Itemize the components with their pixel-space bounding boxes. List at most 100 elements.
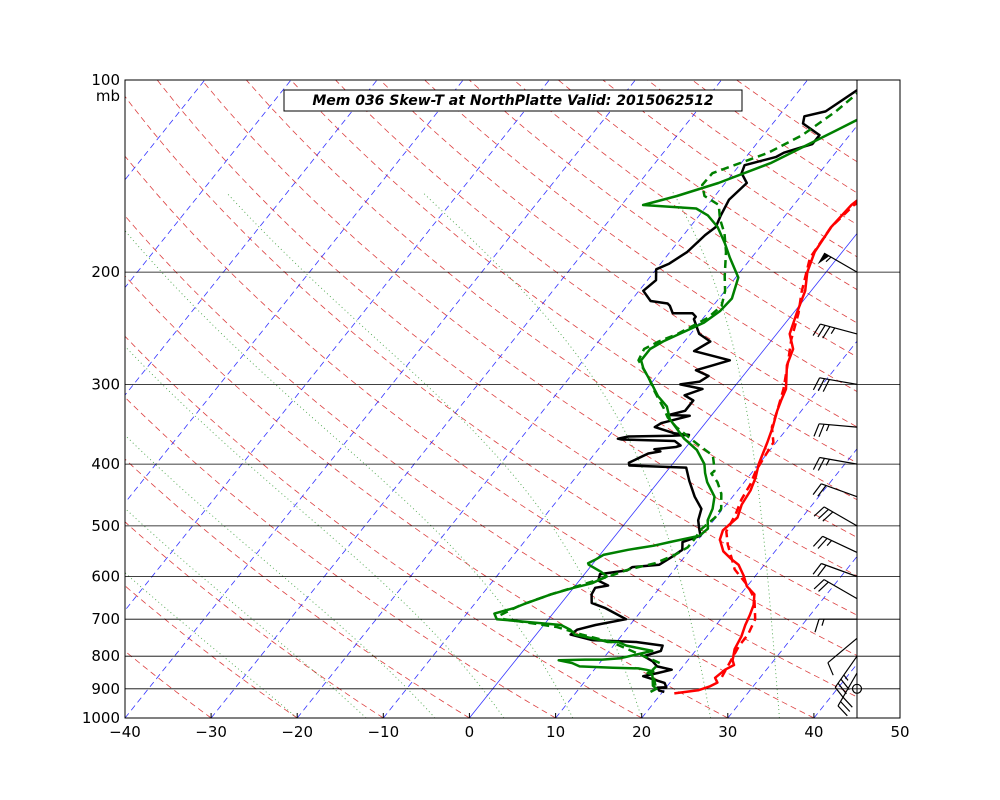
isotherm xyxy=(125,80,550,612)
x-axis-ticks: −40 −30 −20 −10 0 10 20 30 40 50 xyxy=(109,713,910,741)
x-tick-label: −30 xyxy=(195,723,227,741)
sounding-line xyxy=(493,118,857,694)
chart-title: Mem 036 Skew-T at NorthPlatte Valid: 201… xyxy=(312,93,713,109)
moist-adiabat xyxy=(125,229,574,718)
dry-adiabat xyxy=(125,275,728,718)
moist-adiabat xyxy=(125,434,436,718)
barb-half xyxy=(821,619,825,626)
barb-full xyxy=(817,378,826,392)
isotherm xyxy=(125,80,636,718)
moist-adiabat xyxy=(225,191,643,718)
barb-shaft xyxy=(823,579,858,600)
dry-adiabat xyxy=(335,80,857,464)
isobar-grid xyxy=(125,271,900,690)
wind-barb-frame xyxy=(856,79,901,719)
barb-shaft xyxy=(837,672,858,707)
isotherm xyxy=(382,125,857,718)
barb-shaft xyxy=(821,483,858,498)
x-tick-label: −20 xyxy=(281,723,313,741)
barb-shaft xyxy=(819,377,858,385)
x-tick-label: 0 xyxy=(465,723,475,741)
dry-adiabat xyxy=(424,80,857,393)
barb-full xyxy=(822,511,834,522)
x-tick-label: −40 xyxy=(109,723,141,741)
dry-adiabat xyxy=(558,80,857,291)
y-tick-label: 500 xyxy=(91,517,120,535)
sounding-series xyxy=(493,88,857,695)
x-tick-label: −10 xyxy=(367,723,399,741)
y-tick-label: 200 xyxy=(91,263,120,281)
barb-full xyxy=(842,696,853,708)
chart-title-box: Mem 036 Skew-T at NorthPlatte Valid: 201… xyxy=(283,89,743,112)
dry-adiabat xyxy=(156,80,857,616)
barb-half xyxy=(830,327,836,335)
sounding-line xyxy=(720,202,857,678)
barb-full xyxy=(817,537,828,549)
barb-full xyxy=(822,379,830,392)
barb-shaft xyxy=(819,456,858,465)
barb-shaft xyxy=(819,423,858,428)
barb-full xyxy=(818,581,829,592)
y-tick-label: 400 xyxy=(91,455,120,473)
barb-full xyxy=(812,535,824,547)
barb-full xyxy=(813,579,825,590)
y-tick-label: 1000 xyxy=(82,709,120,727)
dry-adiabat xyxy=(125,155,857,698)
barb-full xyxy=(827,662,834,676)
barb-flag xyxy=(817,253,830,265)
isotherm xyxy=(813,663,857,718)
isotherm xyxy=(641,448,857,718)
barb-shaft xyxy=(823,252,858,273)
isotherm xyxy=(0,80,33,718)
isotherm xyxy=(125,80,378,396)
barb-full xyxy=(812,483,822,495)
dry-adiabat xyxy=(468,80,857,358)
barb-full xyxy=(817,458,826,471)
sounding-line xyxy=(569,88,857,694)
barb-shaft xyxy=(827,637,858,664)
dry-adiabat xyxy=(513,80,857,324)
dry-adiabat xyxy=(125,585,298,718)
barb-full xyxy=(812,323,821,336)
barb-full xyxy=(840,701,851,712)
isotherm xyxy=(125,80,464,504)
x-tick-label: 30 xyxy=(718,723,737,741)
barb-shaft xyxy=(823,506,858,527)
barb-full xyxy=(837,682,847,695)
moist-adiabat xyxy=(422,191,712,718)
y-tick-label: 600 xyxy=(91,568,120,586)
barb-half xyxy=(825,424,830,432)
y-tick-label: 100 xyxy=(91,71,120,89)
pressure-unit-label: mb xyxy=(96,87,120,105)
x-tick-label: 50 xyxy=(890,723,909,741)
isotherm xyxy=(296,80,808,718)
barb-full xyxy=(814,619,820,633)
dry-adiabat xyxy=(125,458,470,718)
dry-adiabat xyxy=(246,80,857,538)
barb-half xyxy=(826,540,833,546)
barb-full xyxy=(812,563,822,575)
calm-wind-circle xyxy=(851,683,863,694)
zero-isotherm xyxy=(469,232,857,718)
sounding-line xyxy=(674,199,857,695)
dry-adiabat xyxy=(125,215,815,718)
barb-shaft xyxy=(820,323,858,335)
moist-adiabat xyxy=(125,507,367,718)
barb-shaft xyxy=(822,535,858,553)
dry-adiabat xyxy=(125,396,556,718)
isotherm xyxy=(900,80,1000,718)
isotherm xyxy=(125,80,292,289)
x-tick-label: 40 xyxy=(804,723,823,741)
barb-full xyxy=(812,377,821,391)
isotherm xyxy=(210,80,722,718)
barb-full xyxy=(812,457,821,470)
wind-barbs xyxy=(812,252,863,717)
moist-adiabat xyxy=(125,345,505,718)
isotherm xyxy=(727,555,857,718)
barb-full xyxy=(834,686,845,699)
barb-full xyxy=(822,326,831,339)
barb-full xyxy=(817,485,827,497)
barb-full xyxy=(813,423,820,437)
dry-adiabat xyxy=(125,521,384,718)
